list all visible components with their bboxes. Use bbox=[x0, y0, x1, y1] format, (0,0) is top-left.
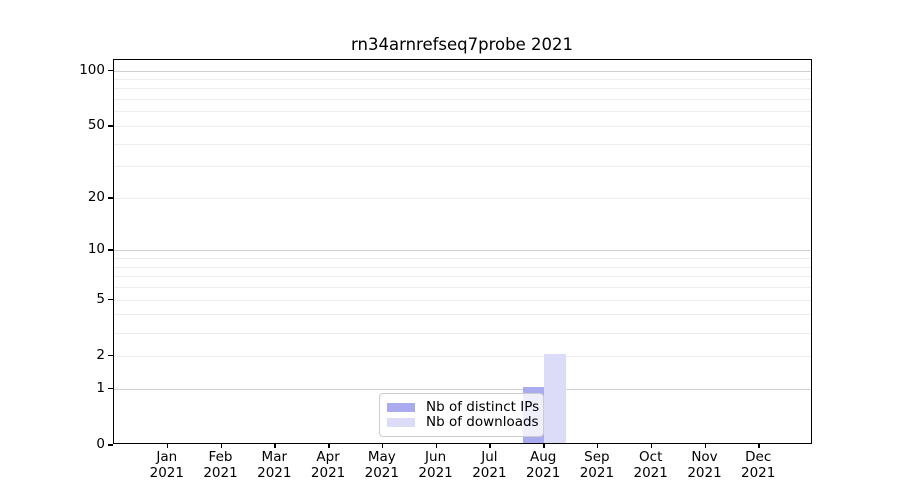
x-tick bbox=[328, 443, 330, 448]
minor-gridline bbox=[114, 276, 811, 278]
y-tick bbox=[108, 354, 113, 357]
minor-gridline bbox=[114, 126, 811, 127]
major-gridline bbox=[114, 250, 811, 252]
major-gridline bbox=[114, 388, 811, 390]
legend-label-distinct-ips: Nb of distinct IPs bbox=[426, 399, 540, 415]
x-tick-label: Mar 2021 bbox=[257, 449, 292, 481]
chart-title: rn34arnrefseq7probe 2021 bbox=[351, 35, 573, 54]
minor-gridline bbox=[114, 166, 811, 168]
x-tick bbox=[758, 443, 760, 448]
y-tick-label: 2 bbox=[96, 346, 105, 363]
y-tick-label: 10 bbox=[87, 241, 105, 258]
legend-item-distinct-ips: Nb of distinct IPs bbox=[387, 400, 539, 415]
y-tick-label: 20 bbox=[87, 189, 105, 205]
minor-gridline bbox=[114, 314, 811, 316]
x-tick-label: Sep 2021 bbox=[579, 449, 615, 481]
minor-gridline bbox=[114, 79, 811, 80]
y-tick-label: 50 bbox=[87, 117, 105, 133]
x-tick bbox=[650, 443, 653, 448]
x-tick bbox=[220, 443, 222, 448]
minor-gridline bbox=[114, 332, 811, 334]
minor-gridline bbox=[114, 198, 811, 199]
x-tick-label: May 2021 bbox=[364, 449, 399, 481]
x-tick bbox=[596, 443, 599, 448]
x-tick-label: Feb 2021 bbox=[203, 449, 238, 481]
y-tick-label: 1 bbox=[96, 379, 105, 396]
x-tick-label: Oct 2021 bbox=[633, 449, 668, 481]
x-tick-label: Jul 2021 bbox=[472, 449, 507, 481]
x-tick-label: Dec 2021 bbox=[741, 449, 776, 481]
legend-swatch-downloads bbox=[387, 417, 415, 428]
y-tick bbox=[108, 387, 113, 390]
minor-gridline bbox=[114, 111, 811, 113]
y-tick bbox=[108, 444, 113, 446]
x-tick-label: Nov 2021 bbox=[687, 449, 722, 481]
legend-item-downloads: Nb of downloads bbox=[387, 415, 539, 430]
minor-gridline bbox=[114, 258, 811, 260]
x-tick-label: Jun 2021 bbox=[418, 449, 453, 481]
x-tick bbox=[704, 443, 706, 448]
y-tick-label: 100 bbox=[79, 61, 105, 78]
plot-area: Nb of distinct IPs Nb of downloads bbox=[113, 59, 812, 444]
x-tick-label: Jan 2021 bbox=[149, 449, 184, 481]
minor-gridline bbox=[114, 355, 811, 357]
x-tick bbox=[543, 443, 545, 448]
x-tick bbox=[166, 443, 169, 448]
minor-gridline bbox=[114, 99, 811, 101]
legend-label-downloads: Nb of downloads bbox=[426, 414, 539, 430]
minor-gridline bbox=[114, 287, 811, 289]
y-tick bbox=[108, 197, 113, 199]
major-gridline bbox=[114, 70, 811, 72]
x-tick bbox=[435, 443, 438, 448]
legend: Nb of distinct IPs Nb of downloads bbox=[379, 393, 544, 437]
y-tick bbox=[108, 249, 113, 251]
y-tick bbox=[108, 298, 113, 301]
y-tick-label: 0 bbox=[96, 436, 105, 452]
minor-gridline bbox=[114, 143, 811, 145]
bar-downloads-aug bbox=[544, 353, 566, 443]
y-tick bbox=[108, 125, 113, 127]
minor-gridline bbox=[114, 299, 811, 301]
x-tick bbox=[489, 443, 491, 448]
x-tick-label: Apr 2021 bbox=[310, 449, 346, 481]
y-tick-label: 5 bbox=[96, 290, 105, 307]
x-tick bbox=[274, 443, 276, 448]
legend-swatch-distinct-ips bbox=[387, 402, 415, 413]
minor-gridline bbox=[114, 266, 811, 268]
minor-gridline bbox=[114, 88, 811, 90]
x-tick-label: Aug 2021 bbox=[526, 449, 561, 481]
x-tick bbox=[381, 443, 384, 448]
y-tick bbox=[108, 69, 113, 71]
